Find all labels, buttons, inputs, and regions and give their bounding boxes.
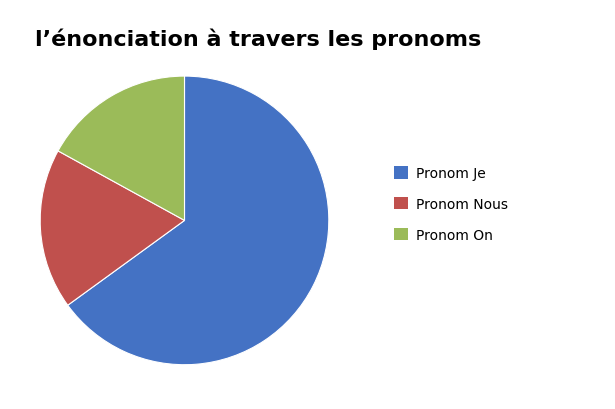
Wedge shape: [40, 151, 184, 306]
Wedge shape: [58, 77, 184, 221]
Legend: Pronom Je, Pronom Nous, Pronom On: Pronom Je, Pronom Nous, Pronom On: [388, 162, 514, 247]
Text: l’énonciation à travers les pronoms: l’énonciation à travers les pronoms: [35, 29, 482, 50]
Wedge shape: [68, 77, 329, 365]
